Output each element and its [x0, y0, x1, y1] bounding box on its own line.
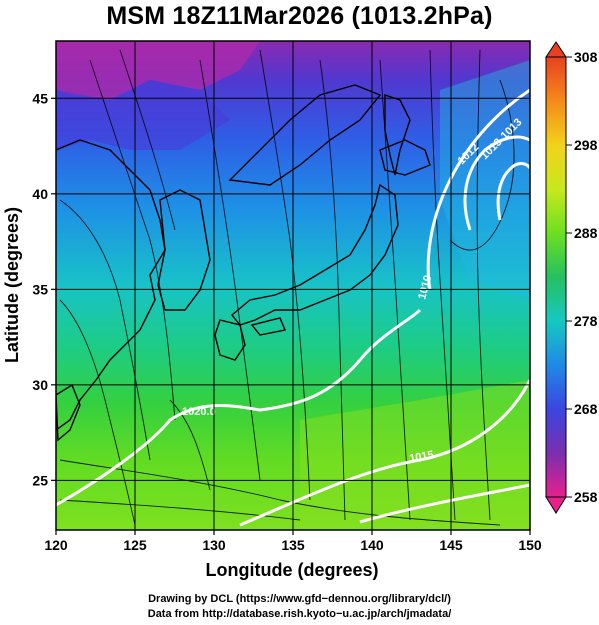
colorbar-scale	[545, 56, 567, 498]
x-tick-label: 135	[281, 537, 305, 553]
y-tick-label: 45	[32, 90, 48, 106]
colorbar-tick-label: 288	[574, 225, 598, 241]
colorbar-bottom-arrow	[545, 496, 567, 514]
taiwan	[56, 383, 81, 442]
honshu	[231, 183, 399, 326]
x-tick-label: 125	[123, 537, 147, 553]
isobar-south	[359, 483, 530, 524]
credit-data: Data from http://database.rish.kyoto−u.a…	[147, 608, 452, 620]
contour-label-1015: 1015	[408, 449, 434, 465]
y-axis-label: Latitude (degrees)	[2, 207, 22, 363]
credit-drawing: Drawing by DCL (https://www.gfd−dennou.o…	[148, 593, 451, 605]
x-tick-label: 145	[439, 537, 463, 553]
isobar-1013	[496, 162, 530, 221]
x-tick-label: 120	[44, 537, 68, 553]
colorbar-top-arrow	[545, 41, 567, 58]
y-tick-label: 40	[32, 186, 48, 202]
lat-lon-grid	[56, 41, 530, 530]
colorbar-ticks: 308 298 288 278 268 258	[566, 49, 598, 505]
colorbar-tick-label: 268	[574, 401, 598, 417]
isobar-1015	[239, 379, 530, 527]
x-tick-label: 150	[518, 537, 542, 553]
colorbar-tick-label: 258	[574, 489, 598, 505]
china-coastline	[56, 139, 166, 431]
y-tick-label: 35	[32, 281, 48, 297]
warm-ocean-region	[300, 380, 530, 530]
x-axis-label: Longitude (degrees)	[205, 560, 378, 580]
russia-coastline	[228, 84, 382, 186]
contour-label-1020: 1020.0	[182, 406, 216, 418]
y-tick-label: 25	[32, 472, 48, 488]
cool-ocean-region	[440, 60, 530, 300]
colorbar: 308 298 288 278 268 258	[545, 41, 598, 514]
continent-region	[56, 80, 230, 150]
map-field: 1020.0 1010 1015 1012 1013 1013	[56, 41, 530, 530]
sakhalin	[384, 94, 411, 176]
shikoku	[250, 317, 286, 336]
colorbar-tick-label: 308	[574, 49, 598, 65]
hokkaido	[379, 139, 431, 176]
colorbar-tick-label: 298	[574, 137, 598, 153]
colorbar-tick-label: 278	[574, 313, 598, 329]
isobar-1010	[426, 88, 530, 291]
x-tick-label: 140	[360, 537, 384, 553]
longitude-ticks: 120 125 130 135 140 145 150	[44, 530, 542, 553]
wind-streamlines	[59, 49, 515, 526]
y-tick-label: 30	[32, 377, 48, 393]
isobar-1012	[463, 135, 530, 231]
x-tick-label: 130	[202, 537, 226, 553]
coastlines	[56, 84, 431, 442]
continent-cold-region	[56, 41, 260, 100]
isobars	[56, 88, 530, 527]
latitude-ticks: 25 30 35 40 45	[32, 90, 56, 488]
korea-peninsula	[157, 189, 211, 311]
page-title: MSM 18Z11Mar2026 (1013.2hPa)	[106, 2, 493, 30]
